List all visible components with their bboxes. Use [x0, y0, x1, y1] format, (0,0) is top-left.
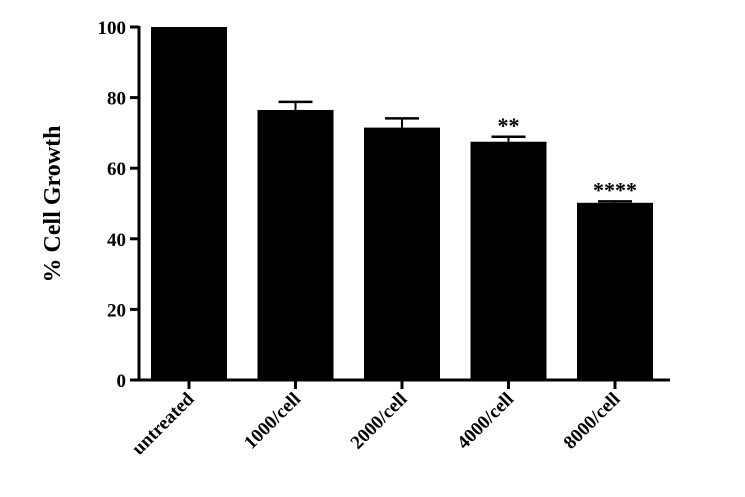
bar-8000-cell [577, 202, 653, 380]
y-axis-title: % Cell Growth [40, 126, 66, 283]
x-tick-label: 1000/cell [240, 389, 305, 454]
x-tick-label: untreated [128, 388, 199, 459]
y-tick-label: 40 [107, 230, 126, 251]
y-tick-label: 20 [107, 300, 126, 321]
bar-2000-cell [364, 127, 440, 380]
y-tick-label: 80 [107, 89, 126, 110]
x-tick-label: 4000/cell [453, 389, 518, 454]
x-tick-label: 2000/cell [347, 389, 412, 454]
y-tick-label: 100 [98, 18, 127, 39]
bar-1000-cell [257, 109, 334, 380]
bars-group [151, 27, 653, 380]
x-tick-label: 8000/cell [560, 389, 625, 454]
bar-untreated [151, 27, 227, 380]
bar-4000-cell [470, 141, 547, 380]
significance-label: ** [498, 113, 520, 138]
annotations-group: ****** [498, 113, 638, 203]
y-tick-label: 60 [107, 159, 126, 180]
y-tick-label: 0 [117, 371, 127, 392]
significance-label: **** [593, 177, 637, 202]
error-bars-group [278, 100, 632, 203]
